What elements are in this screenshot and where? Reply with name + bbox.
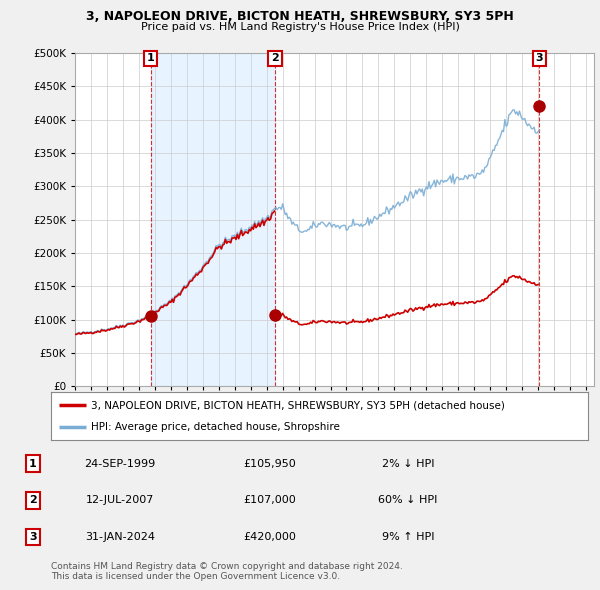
Text: 31-JAN-2024: 31-JAN-2024 xyxy=(85,532,155,542)
Text: Price paid vs. HM Land Registry's House Price Index (HPI): Price paid vs. HM Land Registry's House … xyxy=(140,22,460,32)
Text: 3, NAPOLEON DRIVE, BICTON HEATH, SHREWSBURY, SY3 5PH: 3, NAPOLEON DRIVE, BICTON HEATH, SHREWSB… xyxy=(86,10,514,23)
Text: Contains HM Land Registry data © Crown copyright and database right 2024.: Contains HM Land Registry data © Crown c… xyxy=(51,562,403,571)
Text: 1: 1 xyxy=(29,459,37,468)
Text: This data is licensed under the Open Government Licence v3.0.: This data is licensed under the Open Gov… xyxy=(51,572,340,581)
Text: £105,950: £105,950 xyxy=(244,459,296,468)
Text: 2: 2 xyxy=(29,496,37,505)
Text: 2: 2 xyxy=(271,54,279,64)
Text: 60% ↓ HPI: 60% ↓ HPI xyxy=(379,496,437,505)
Text: 3: 3 xyxy=(536,54,543,64)
Text: 9% ↑ HPI: 9% ↑ HPI xyxy=(382,532,434,542)
Text: HPI: Average price, detached house, Shropshire: HPI: Average price, detached house, Shro… xyxy=(91,422,340,432)
Text: 3, NAPOLEON DRIVE, BICTON HEATH, SHREWSBURY, SY3 5PH (detached house): 3, NAPOLEON DRIVE, BICTON HEATH, SHREWSB… xyxy=(91,400,505,410)
Text: £107,000: £107,000 xyxy=(244,496,296,505)
Text: 2% ↓ HPI: 2% ↓ HPI xyxy=(382,459,434,468)
Text: 12-JUL-2007: 12-JUL-2007 xyxy=(86,496,154,505)
Text: 24-SEP-1999: 24-SEP-1999 xyxy=(85,459,155,468)
Text: 3: 3 xyxy=(29,532,37,542)
Text: 1: 1 xyxy=(146,54,154,64)
Text: £420,000: £420,000 xyxy=(244,532,296,542)
Bar xyxy=(539,53,594,386)
Bar xyxy=(151,53,275,386)
